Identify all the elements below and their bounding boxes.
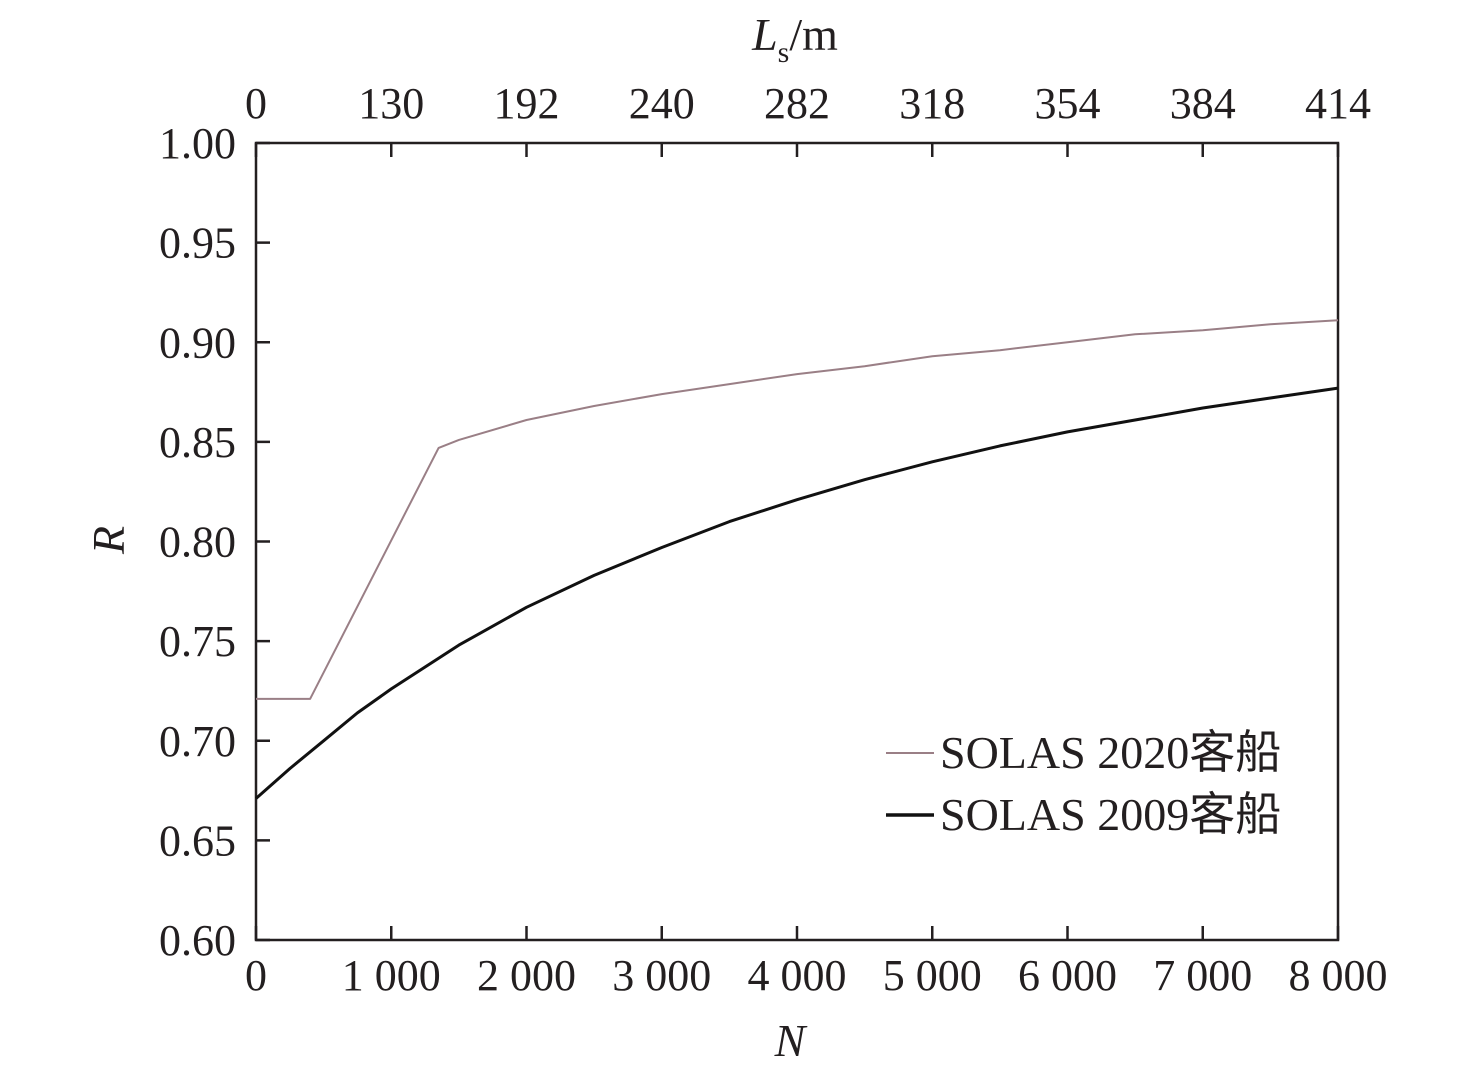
y-tick-label-2: 0.70 [159,717,236,766]
x-tick-label-4: 4 000 [748,951,847,1000]
top-tick-label-7: 384 [1170,79,1236,128]
y-axis-ticks: 0.60 0.65 0.70 0.75 0.80 0.85 0.90 0.95 1.00 [159,119,270,965]
top-tick-label-6: 354 [1035,79,1101,128]
x-axis-title: N [774,1015,808,1066]
top-axis-title: Ls/m [751,9,838,69]
series-layer [255,319,1339,800]
y-tick-label-5: 0.85 [159,418,236,467]
y-tick-label-7: 0.95 [159,219,236,268]
legend-label-solas-2009: SOLAS 2009客船 [940,789,1281,840]
top-tick-label-4: 282 [764,79,830,128]
y-tick-label-6: 0.90 [159,318,236,367]
series-line-1 [255,386,1339,800]
x-tick-label-6: 6 000 [1018,951,1117,1000]
x-tick-label-5: 5 000 [883,951,982,1000]
top-axis-title-unit: /m [789,9,838,60]
series-line-0 [256,319,1339,700]
x-tick-label-8: 8 000 [1289,951,1388,1000]
y-tick-label-0: 0.60 [159,916,236,965]
x-tick-label-0: 0 [245,951,267,1000]
x-tick-label-3: 3 000 [612,951,711,1000]
top-tick-label-8: 414 [1305,79,1371,128]
y-tick-label-3: 0.75 [159,617,236,666]
legend: SOLAS 2020客船 SOLAS 2009客船 [886,727,1281,840]
top-tick-label-2: 192 [494,79,560,128]
top-axis-title-main: L [751,9,778,60]
top-tick-label-1: 130 [358,79,424,128]
top-tick-label-3: 240 [629,79,695,128]
x-tick-label-2: 2 000 [477,951,576,1000]
top-axis-ticks: 0 130 192 240 282 318 354 384 414 [245,79,1371,157]
top-tick-label-5: 318 [899,79,965,128]
y-axis-title: R [83,526,134,555]
top-axis-title-sub: s [778,36,790,69]
y-tick-label-1: 0.65 [159,816,236,865]
plot-frame [254,141,1340,942]
y-tick-label-8: 1.00 [159,119,236,168]
legend-label-solas-2020: SOLAS 2020客船 [940,727,1281,778]
y-tick-label-4: 0.80 [159,518,236,567]
top-tick-label-0: 0 [245,79,267,128]
x-tick-label-7: 7 000 [1153,951,1252,1000]
x-axis-ticks: 0 1 000 2 000 3 000 4 000 5 000 6 000 7 000 8 00… [245,926,1388,1000]
x-tick-label-1: 1 000 [342,951,441,1000]
